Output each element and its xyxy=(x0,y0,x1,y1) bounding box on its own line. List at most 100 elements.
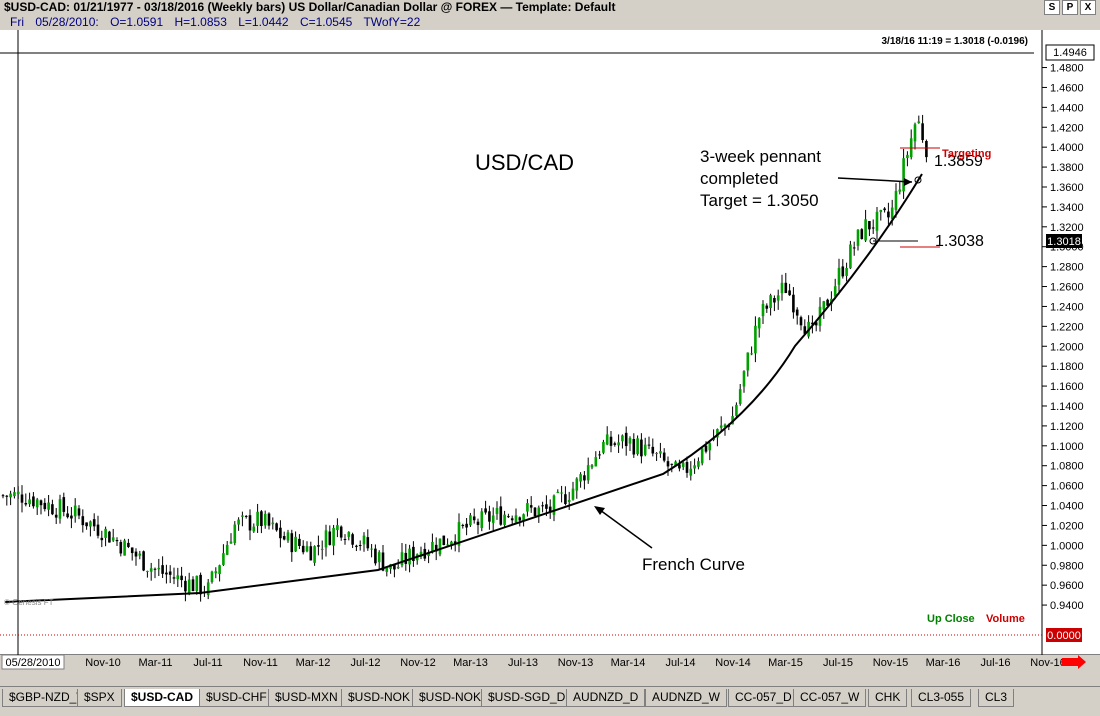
x-tick-label: Jul-11 xyxy=(193,657,222,669)
candle-body xyxy=(902,158,905,192)
symbol-tab[interactable]: CL3-055 xyxy=(911,689,972,707)
symbol-tab[interactable]: $USD-CAD xyxy=(124,689,201,707)
symbol-tab[interactable]: $SPX xyxy=(77,689,122,707)
candle-body xyxy=(864,219,867,241)
ohlc-open: O=1.0591 xyxy=(110,15,164,29)
pennant-text-2: completed xyxy=(700,169,778,188)
candle-body xyxy=(480,511,484,529)
symbol-tab[interactable]: CC-057_D xyxy=(728,689,799,707)
close-button[interactable]: X xyxy=(1080,0,1096,15)
candle-body xyxy=(328,531,332,545)
candle-body xyxy=(898,189,902,192)
symbol-tab[interactable]: CL3 xyxy=(978,689,1015,707)
candle-body xyxy=(678,464,681,469)
scroll-right-arrow-icon[interactable] xyxy=(1062,655,1086,669)
candle-body xyxy=(510,518,514,521)
chart-title: USD/CAD xyxy=(475,150,574,175)
y-tick-label: 1.4000 xyxy=(1050,142,1084,154)
x-tick-label: Mar-13 xyxy=(453,657,488,669)
candle-body xyxy=(339,526,343,538)
symbol-tab[interactable]: $USD-NOK xyxy=(412,689,489,707)
max-value-label: 1.4946 xyxy=(1053,47,1087,59)
candle-body xyxy=(115,540,119,542)
ohlc-twofy: TWofY=22 xyxy=(363,15,421,29)
candle-body xyxy=(556,491,560,493)
volume-value-box xyxy=(1046,628,1082,642)
pennant-arrow-line xyxy=(837,177,913,183)
level-low-label: 1.3038 xyxy=(935,233,984,250)
candle-body xyxy=(324,530,328,548)
candle-body xyxy=(96,524,100,536)
symbol-tab[interactable]: CHK xyxy=(868,689,908,707)
candle-body xyxy=(256,511,259,526)
candle-body xyxy=(43,502,47,510)
candle-body xyxy=(195,575,199,591)
chart-area[interactable]: 1.4800 1.4600 1.4400 1.4200 1.4000 1.3800 1.36… xyxy=(0,30,1100,656)
candle-body xyxy=(617,442,620,446)
candle-body xyxy=(408,548,411,565)
candle-body xyxy=(237,519,240,525)
last-value-box xyxy=(1046,234,1082,248)
symbol-tab[interactable]: AUDNZD_W xyxy=(645,689,727,707)
candle-body xyxy=(776,295,780,301)
candle-body xyxy=(826,299,829,306)
y-tick-label: 1.2400 xyxy=(1050,301,1084,313)
candle-body xyxy=(260,511,263,527)
symbol-tab[interactable]: $USD-CHF xyxy=(199,689,274,707)
candle-body xyxy=(461,525,465,527)
x-tick-label: Jul-13 xyxy=(508,657,538,669)
y-tick-label: 1.1200 xyxy=(1050,421,1084,433)
candle-body xyxy=(856,229,860,246)
candle-body xyxy=(522,514,525,521)
candle-body xyxy=(332,527,335,546)
candle-body xyxy=(583,475,586,481)
candle-body xyxy=(62,497,66,512)
candle-body xyxy=(491,515,495,523)
candle-body xyxy=(370,548,373,550)
candle-body xyxy=(647,444,651,446)
x-tick-label: Jul-14 xyxy=(666,657,696,669)
candle-body xyxy=(689,468,693,476)
candle-body xyxy=(457,522,461,546)
symbol-tab[interactable]: $USD-MXN xyxy=(268,689,345,707)
candle-body xyxy=(153,568,157,570)
candle-body xyxy=(769,295,772,309)
candle-body xyxy=(252,526,256,532)
candle-body xyxy=(879,209,883,213)
candle-body xyxy=(670,463,674,465)
candle-body xyxy=(450,541,453,545)
candle-body xyxy=(130,547,134,554)
candle-body xyxy=(735,404,738,416)
candle-body xyxy=(290,533,294,553)
symbol-tab[interactable]: $USD-NOK xyxy=(341,689,418,707)
candle-body xyxy=(282,536,286,540)
symbol-tab[interactable]: AUDNZD_D xyxy=(566,689,646,707)
candle-body xyxy=(476,521,480,526)
x-tick-label: Mar-16 xyxy=(926,657,961,669)
candles xyxy=(1,114,928,602)
candle-body xyxy=(681,462,685,467)
candle-body xyxy=(472,516,476,521)
candle-body xyxy=(77,508,81,516)
candle-body xyxy=(146,570,149,572)
p-button[interactable]: P xyxy=(1062,0,1078,15)
candle-body xyxy=(225,544,229,555)
candle-body xyxy=(602,442,605,453)
candle-body xyxy=(803,326,807,334)
candle-body xyxy=(514,515,518,523)
y-tick-label: 1.2600 xyxy=(1050,282,1084,294)
y-axis-ticks: 1.4800 1.4600 1.4400 1.4200 1.4000 1.3800 1.36… xyxy=(1042,63,1084,612)
volume-value-label: 0.0000 xyxy=(1047,630,1081,642)
candle-body xyxy=(111,537,115,541)
x-tick-label: Nov-13 xyxy=(558,657,593,669)
candle-body xyxy=(149,568,153,572)
candle-body xyxy=(157,567,161,570)
symbol-tab[interactable]: $USD-SGD_D xyxy=(481,689,573,707)
candle-body xyxy=(419,551,423,557)
price-chart[interactable]: 1.4800 1.4600 1.4400 1.4200 1.4000 1.3800 1.36… xyxy=(0,30,1100,656)
s-button[interactable]: S xyxy=(1044,0,1060,15)
candle-body xyxy=(837,267,841,285)
symbol-tab[interactable]: CC-057_W xyxy=(793,689,867,707)
y-tick-label: 1.0200 xyxy=(1050,520,1084,532)
candle-body xyxy=(697,461,700,467)
